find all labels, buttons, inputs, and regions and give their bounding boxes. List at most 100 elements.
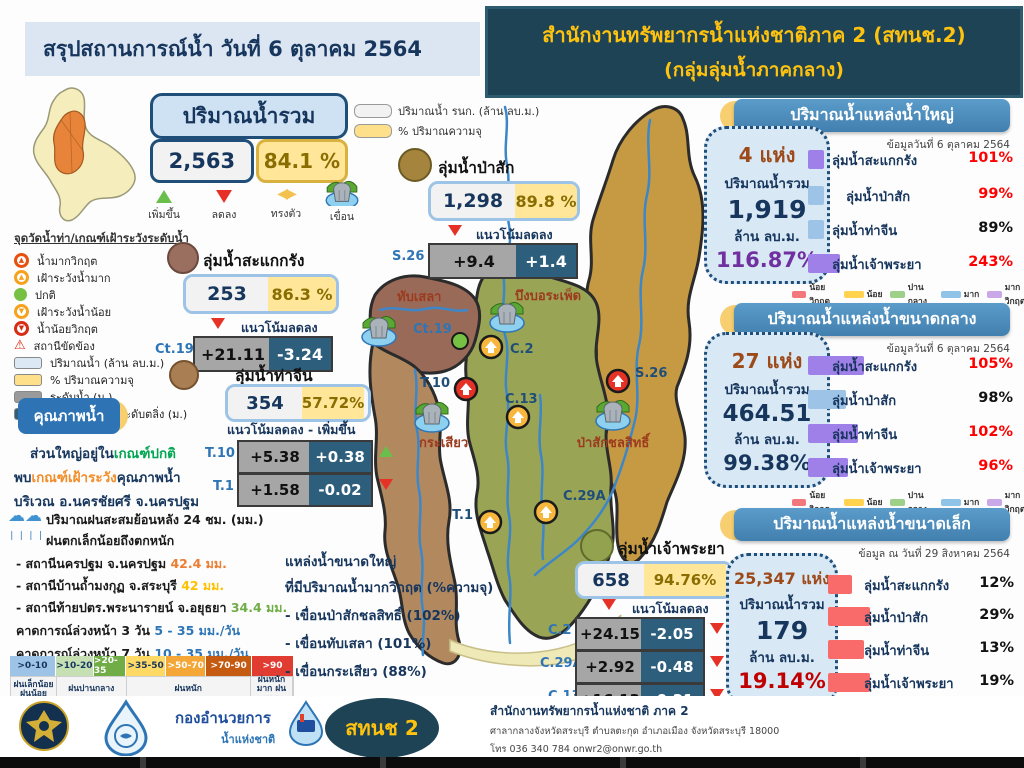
c13-watch-marker bbox=[505, 404, 531, 430]
panel2-unit: ล้าน ลบ.ม. bbox=[734, 432, 800, 448]
legend-crit-low: ▼ น้ำน้อยวิกฤต bbox=[14, 320, 214, 337]
thachin-station2-trend-icon bbox=[379, 479, 393, 490]
thachin-value-box: 354 57.72% bbox=[225, 384, 371, 422]
panel2-volume: 464.51 bbox=[722, 401, 812, 427]
s26-critical-marker bbox=[605, 368, 631, 394]
page-title: สรุปสถานการณ์น้ำ วันที่ 6 ตุลาคม 2564 bbox=[25, 22, 480, 76]
dam-legend: เขื่อน bbox=[318, 180, 366, 225]
pasak-basin-icon bbox=[398, 148, 432, 182]
thapsalao-label: ทับเสลา bbox=[397, 290, 441, 305]
t1-label: T.1 bbox=[452, 508, 473, 523]
crit-high-icon: ▲ bbox=[14, 253, 29, 268]
org-header: สำนักงานทรัพยากรน้ำแห่งชาติภาค 2 (สทนช.2… bbox=[485, 6, 1023, 98]
t10-critical-marker bbox=[453, 376, 479, 402]
total-water-title: ปริมาณน้ำรวม bbox=[150, 93, 348, 139]
legend-watch-low: ▼ เฝ้าระวังน้ำน้อย bbox=[14, 303, 214, 320]
footer-address: ศาลากลางจังหวัดสระบุรี ตำบลตะกุด อำเภอเม… bbox=[490, 726, 780, 737]
total-water-percent: 84.1 % bbox=[255, 139, 348, 183]
quality-line3: บริเวณ อ.นครชัยศรี จ.นครปฐม bbox=[14, 494, 200, 510]
chaophraya-station2-trend-icon bbox=[710, 656, 724, 667]
sakaekrang-basin-name: ลุ่มน้ำสะแกกรัง bbox=[203, 252, 305, 270]
bottom-filmstrip-bar bbox=[0, 757, 1024, 768]
thachin-station1-level: +5.38 bbox=[237, 440, 313, 474]
rain-station-2: - สถานีบ้านถ้ำมงกุฏ จ.สระบุรี 42 มม. bbox=[16, 578, 225, 593]
footer-org-name: สำนักงานทรัพยากรน้ำแห่งชาติ ภาค 2 bbox=[490, 704, 689, 718]
purple-bar bbox=[808, 356, 864, 375]
stable-diamond-icon: ◀▶ bbox=[277, 186, 297, 202]
panel2-row-thachin: ลุ่มน้ำท่าจีน 102% bbox=[808, 422, 1013, 446]
panel2-row-chaophraya: ลุ่มน้ำเจ้าพระยา 96% bbox=[808, 456, 1013, 480]
legend-normal: ปกติ bbox=[14, 286, 214, 303]
station-legend-title: จุดวัดน้ำท่า/เกณฑ์เฝ้าระวังระดับน้ำ bbox=[14, 231, 189, 245]
station-legend: จุดวัดน้ำท่า/เกณฑ์เฝ้าระวังระดับน้ำ ▲ น้… bbox=[14, 230, 214, 422]
sakaekrang-station-level: +21.11 bbox=[193, 336, 273, 372]
rain-scale-cells: >0-10 >10-20 >20-35 >35-50 >50-70 >70-90… bbox=[10, 656, 294, 676]
panel2-summary-box: 27 แห่ง ปริมาณน้ำรวม 464.51 ล้าน ลบ.ม. 9… bbox=[704, 332, 830, 488]
chaophraya-station2-level: +2.92 bbox=[575, 650, 645, 684]
purple-bar bbox=[808, 458, 848, 477]
lightblue-swatch bbox=[14, 356, 42, 369]
rain-title: ปริมาณฝนสะสมย้อนหลัง 24 ชม. (มม.) bbox=[46, 512, 264, 527]
river-basin-map: ทับเสลา Ct.19 บึงบอระเพ็ด C.2 T.10 C.13 … bbox=[361, 105, 705, 667]
purple-bar bbox=[808, 150, 824, 169]
rain-cloud-icon: ☁☁ ❘❘❘❘ bbox=[8, 506, 47, 541]
onwr2-badge: สทนช 2 bbox=[325, 698, 439, 758]
panel3-title: ปริมาณน้ำแหล่งน้ำขนาดเล็ก bbox=[734, 508, 1010, 541]
water-drop-logo bbox=[104, 699, 148, 756]
blue-bar bbox=[808, 390, 846, 409]
risk-high-swatch bbox=[940, 290, 961, 298]
risk-mid-swatch bbox=[890, 290, 905, 298]
panel2-title: ปริมาณน้ำแหล่งน้ำขนาดกลาง bbox=[734, 303, 1010, 336]
up-triangle-icon bbox=[156, 190, 172, 203]
chaophraya-station1-code: C.2 bbox=[548, 623, 572, 638]
c29a-label: C.29A bbox=[563, 489, 606, 504]
trend-down-legend: ลดลง bbox=[198, 190, 250, 223]
panel1-volume: 1,919 bbox=[727, 194, 807, 224]
panel1-total-label: ปริมาณน้ำรวม bbox=[724, 175, 810, 192]
purple-bar bbox=[808, 254, 840, 273]
thachin-percent: 57.72% bbox=[302, 387, 364, 419]
warning-triangle-icon: ⚠ bbox=[14, 338, 26, 353]
thachin-trend-text: แนวโน้มลดลง - เพิ่มขึ้น bbox=[227, 422, 356, 437]
command-drop-graphic bbox=[288, 700, 324, 746]
trend-up-legend: เพิ่มขึ้น bbox=[138, 190, 190, 223]
thachin-station1-trend-icon bbox=[379, 446, 393, 457]
ct19-normal-marker bbox=[451, 332, 469, 350]
panel3-row-thachin: ลุ่มน้ำท่าจีน 13% bbox=[828, 638, 1014, 662]
chaophraya-volume: 658 bbox=[578, 564, 644, 596]
risk-crit-low-swatch bbox=[792, 498, 807, 506]
total-water-volume: 2,563 bbox=[150, 139, 254, 183]
thachin-volume: 354 bbox=[228, 387, 302, 419]
panel3-date: ข้อมูล ณ วันที่ 29 สิงหาคม 2564 bbox=[858, 548, 1010, 560]
thachin-basin-name: ลุ่มน้ำท่าจีน bbox=[235, 367, 313, 385]
c2-watch-marker bbox=[478, 334, 504, 360]
sakaekrang-station-bank: -3.24 bbox=[269, 336, 333, 372]
legend-capacity-pct: % ปริมาณความจุ bbox=[354, 122, 482, 140]
sakaekrang-station-code: Ct.19 bbox=[155, 342, 194, 357]
chaophraya-station2-code: C.29A bbox=[540, 656, 583, 671]
panel2-date: ข้อมูลวันที่ 6 ตุลาคม 2564 bbox=[886, 343, 1010, 355]
red-bar bbox=[828, 640, 864, 659]
risk-crit-low-swatch bbox=[792, 290, 807, 298]
risk-crit-high-swatch bbox=[987, 498, 1002, 506]
crit-low-icon: ▼ bbox=[14, 321, 29, 336]
national-water-command-logo: กองอำนวยการ น้ำแห่งชาติ bbox=[175, 700, 325, 748]
pasak-volume: 1,298 bbox=[431, 184, 515, 218]
panel3-percent: 19.14% bbox=[738, 669, 826, 693]
bueng-label: บึงบอระเพ็ด bbox=[515, 286, 581, 304]
panel2-row-pasak: ลุ่มน้ำป่าสัก 98% bbox=[808, 388, 1013, 412]
risk-low-swatch bbox=[843, 498, 864, 506]
panel1-unit: ล้าน ลบ.ม. bbox=[734, 228, 800, 245]
pasak-value-box: 1,298 89.8 % bbox=[428, 181, 580, 221]
panel3-summary-box: 25,347 แห่ง ปริมาณน้ำรวม 179 ล้าน ลบ.ม. … bbox=[726, 553, 838, 707]
panel2-total-label: ปริมาณน้ำรวม bbox=[724, 382, 810, 398]
panel1-row-thachin: ลุ่มน้ำท่าจีน 89% bbox=[808, 218, 1013, 242]
sakaekrang-basin-icon bbox=[167, 242, 199, 274]
sakaekrang-basin-block: ลุ่มน้ำสะแกกรัง 253 86.3 % แนวโน้มลดลง C… bbox=[155, 240, 345, 372]
pasak-station-code: S.26 bbox=[392, 249, 425, 264]
panel3-count: 25,347 แห่ง bbox=[734, 569, 830, 588]
thachin-station2-bank: -0.02 bbox=[309, 473, 373, 507]
legend-crit-high: ▲ น้ำมากวิกฤต bbox=[14, 252, 214, 269]
sakaekrang-percent: 86.3 % bbox=[268, 277, 336, 311]
